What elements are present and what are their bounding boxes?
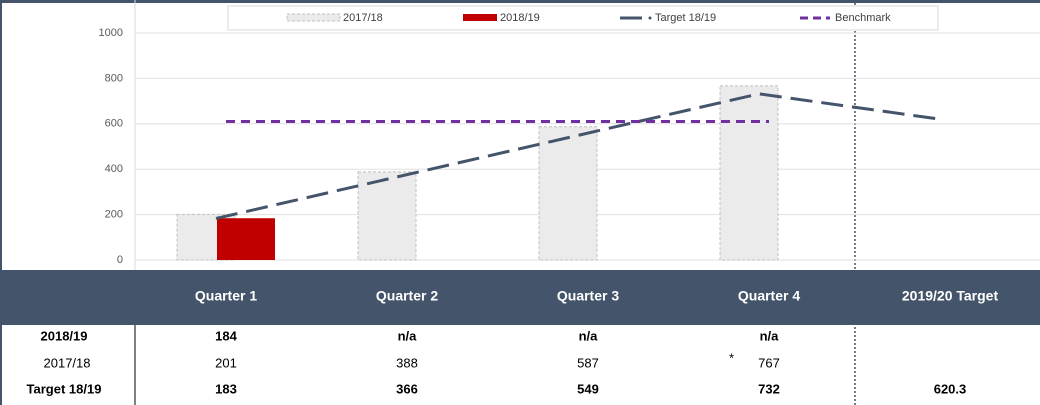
left-border <box>0 0 2 405</box>
table-header <box>0 270 1040 325</box>
table-cell: 767 <box>758 355 780 370</box>
table-cell: 587 <box>577 355 599 370</box>
bar <box>719 85 779 261</box>
column-header: Quarter 2 <box>376 288 438 304</box>
table-cell: 732 <box>758 381 780 396</box>
table-cell: 366 <box>396 381 418 396</box>
table-cell: 184 <box>215 328 237 343</box>
column-header: Quarter 3 <box>557 288 619 304</box>
column-header: 2019/20 Target <box>902 288 999 304</box>
table-note: * <box>729 350 734 365</box>
y-tick-label: 600 <box>105 118 123 130</box>
legend-label: Target 18/19 <box>655 12 716 24</box>
bar <box>538 126 598 261</box>
legend-label: Benchmark <box>835 12 891 24</box>
table-cell: 201 <box>215 355 237 370</box>
y-tick-label: 400 <box>105 163 123 175</box>
row-label: 2018/19 <box>41 328 88 343</box>
row-label: 2017/18 <box>44 355 91 370</box>
bar <box>357 171 417 261</box>
legend-label: 2018/19 <box>500 12 540 24</box>
legend-label: 2017/18 <box>343 12 383 24</box>
y-tick-label: 0 <box>117 254 123 266</box>
bar <box>217 218 275 260</box>
top-border <box>0 0 1040 3</box>
legend-swatch <box>648 16 652 20</box>
row-label: Target 18/19 <box>27 381 102 396</box>
y-tick-label: 800 <box>105 72 123 84</box>
y-tick-label: 200 <box>105 209 123 221</box>
table-cell: 388 <box>396 355 418 370</box>
legend-swatch <box>463 14 497 21</box>
y-tick-label: 1000 <box>99 27 123 39</box>
table-cell: n/a <box>398 328 418 343</box>
table-cell: n/a <box>760 328 780 343</box>
legend-swatch <box>286 13 341 22</box>
table-cell: 549 <box>577 381 599 396</box>
table-cell: 620.3 <box>934 381 967 396</box>
column-header: Quarter 4 <box>738 288 800 304</box>
column-header: Quarter 1 <box>195 288 257 304</box>
table-cell: 183 <box>215 381 237 396</box>
table-cell: n/a <box>579 328 599 343</box>
